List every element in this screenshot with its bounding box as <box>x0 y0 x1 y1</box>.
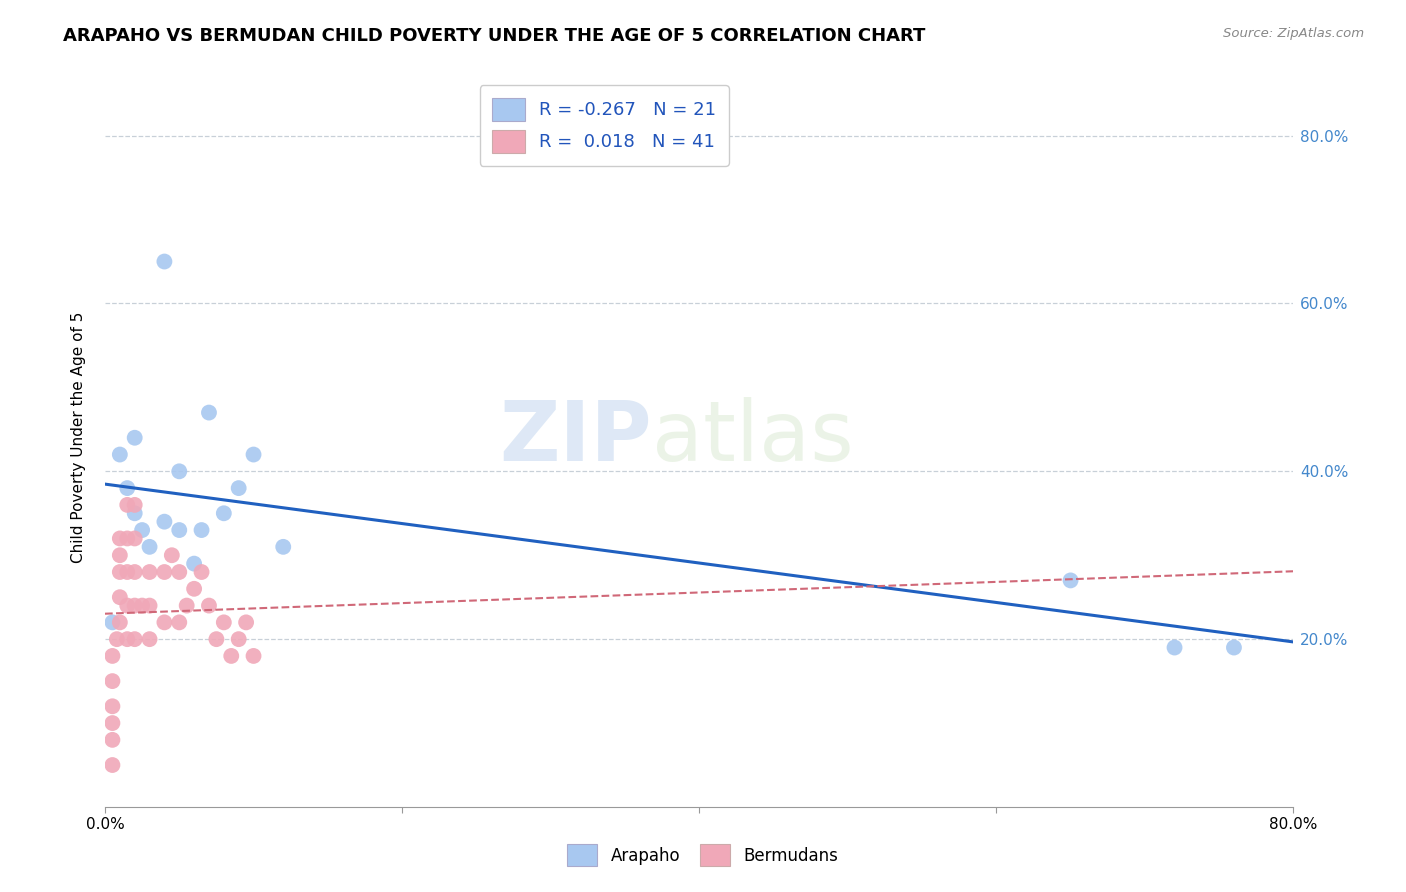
Point <box>124 632 146 647</box>
Point <box>101 716 124 731</box>
Point <box>105 632 128 647</box>
Point <box>101 758 124 772</box>
Point <box>108 565 131 579</box>
Point <box>198 599 221 613</box>
Point <box>138 565 160 579</box>
Point <box>131 599 153 613</box>
Text: ZIP: ZIP <box>499 397 651 478</box>
Point <box>124 599 146 613</box>
Point <box>198 406 221 420</box>
Point <box>101 615 124 630</box>
Legend: R = -0.267   N = 21, R =  0.018   N = 41: R = -0.267 N = 21, R = 0.018 N = 41 <box>479 85 728 166</box>
Point <box>228 481 250 495</box>
Point <box>205 632 228 647</box>
Point <box>167 523 190 537</box>
Point <box>124 498 146 512</box>
Point <box>124 506 146 520</box>
Point <box>235 615 257 630</box>
Point <box>183 557 205 571</box>
Point <box>212 506 235 520</box>
Point <box>242 448 264 462</box>
Point <box>117 632 139 647</box>
Point <box>108 448 131 462</box>
Point <box>153 254 176 268</box>
Point <box>138 632 160 647</box>
Text: atlas: atlas <box>651 397 853 478</box>
Point <box>190 523 212 537</box>
Point <box>228 632 250 647</box>
Point <box>138 540 160 554</box>
Point <box>153 515 176 529</box>
Point <box>117 565 139 579</box>
Point <box>124 532 146 546</box>
Point <box>108 532 131 546</box>
Point <box>101 648 124 663</box>
Point <box>108 615 131 630</box>
Point <box>117 532 139 546</box>
Point <box>160 548 183 562</box>
Text: ARAPAHO VS BERMUDAN CHILD POVERTY UNDER THE AGE OF 5 CORRELATION CHART: ARAPAHO VS BERMUDAN CHILD POVERTY UNDER … <box>63 27 925 45</box>
Y-axis label: Child Poverty Under the Age of 5: Child Poverty Under the Age of 5 <box>72 312 86 564</box>
Point <box>131 523 153 537</box>
Legend: Arapaho, Bermudans: Arapaho, Bermudans <box>554 831 852 880</box>
Point <box>108 590 131 604</box>
Point <box>1223 640 1246 655</box>
Point <box>167 464 190 478</box>
Point <box>101 732 124 747</box>
Point <box>117 599 139 613</box>
Point <box>271 540 294 554</box>
Point <box>153 565 176 579</box>
Point <box>101 674 124 689</box>
Point <box>117 481 139 495</box>
Point <box>190 565 212 579</box>
Point <box>117 498 139 512</box>
Point <box>153 615 176 630</box>
Point <box>167 615 190 630</box>
Point <box>1163 640 1185 655</box>
Point <box>219 648 242 663</box>
Point <box>124 565 146 579</box>
Point <box>167 565 190 579</box>
Text: Source: ZipAtlas.com: Source: ZipAtlas.com <box>1223 27 1364 40</box>
Point <box>124 431 146 445</box>
Point <box>176 599 198 613</box>
Point <box>212 615 235 630</box>
Point <box>242 648 264 663</box>
Point <box>1059 574 1081 588</box>
Point <box>101 699 124 714</box>
Point <box>183 582 205 596</box>
Point <box>108 548 131 562</box>
Point <box>138 599 160 613</box>
